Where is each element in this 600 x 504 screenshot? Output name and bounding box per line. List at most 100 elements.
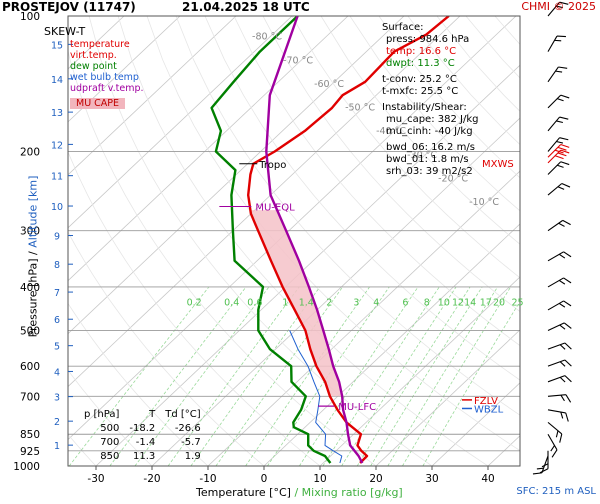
altitude-tick-label: 15 [51, 40, 63, 51]
wind-barb-flag [555, 70, 563, 73]
legend-item-wet-bulb: wet bulb temp [70, 72, 139, 83]
wind-barb-staff [547, 149, 562, 164]
wind-barb-flag [558, 279, 566, 285]
surface-temp: temp: 16.6 °C [386, 46, 457, 57]
altitude-tick-label: 11 [51, 172, 63, 183]
wind-barb-staff [547, 219, 564, 232]
legend-item-temperature: temperature [70, 39, 130, 50]
wind-barb [547, 66, 568, 83]
x-tick-label: -30 [87, 473, 104, 485]
wind-barb-flag [561, 182, 571, 188]
mixing-ratio-label: 14 [464, 298, 476, 309]
wind-barb-staff [547, 116, 560, 132]
altitude-tick-label: 2 [54, 417, 60, 428]
station-title: PROSTEJOV (11747) [2, 0, 136, 14]
x-tick-label: 20 [369, 473, 382, 485]
isotherm-label: -30 °C [407, 150, 437, 161]
isotherm-line [95, 64, 520, 466]
wind-barb-flag [559, 361, 566, 367]
dry-adiabat [233, 16, 520, 347]
mxws-label: MXWS [482, 159, 514, 170]
dry-adiabat [553, 16, 600, 466]
wind-barb-staff [547, 277, 564, 288]
wind-barb-flag [558, 222, 565, 227]
wind-barb-flag [554, 149, 564, 154]
wind-barb-staff [547, 342, 566, 350]
level-table-head-t: T [149, 409, 156, 420]
x-tick-label: 30 [425, 473, 438, 485]
wind-barb-flag [558, 253, 566, 259]
instability-mucape: mu_cape: 382 J/kg [386, 114, 479, 125]
wind-barb-staff [547, 421, 563, 435]
wind-barb-staff [547, 433, 558, 451]
wind-barb-flag [564, 342, 572, 350]
surface-press: press: 984.6 hPa [386, 34, 470, 45]
altitude-tick-label: 12 [51, 140, 63, 151]
source-credit: CHMI © 2025 [521, 0, 596, 13]
wind-barb [547, 251, 572, 262]
wind-barb-staff [547, 144, 562, 158]
level-table-cell: 700 [100, 437, 120, 448]
mixing-ratio-label: 17 [480, 298, 492, 309]
instability-bwd06: bwd_06: 16.2 m/s [386, 142, 475, 153]
x-tick-label: -10 [199, 473, 216, 485]
level-table: p [hPa] T Td [°C] 500 -18.2 -26.6 700 -1… [78, 407, 207, 465]
level-table-row: 850 11.3 1.9 [80, 451, 205, 463]
wind-barb-staff [547, 300, 564, 311]
surface-elevation-note: SFC: 215 m ASL [516, 486, 596, 497]
pressure-tick-label: 850 [20, 429, 40, 441]
wind-barb-flag [557, 164, 564, 168]
mixing-ratio-line [402, 286, 512, 466]
wind-barb-flag [558, 302, 566, 308]
legend: SKEW-T temperature virt.temp. dew point … [44, 26, 144, 109]
y-axis-title-alt: Altitude [km] [26, 175, 40, 248]
isotherm-line [263, 223, 520, 466]
isotherm-line [68, 16, 405, 335]
y-axis-title: Pressure [hPa] / Altitude [km] [26, 176, 39, 338]
level-table-row: 700 -1.4 -5.7 [80, 437, 205, 449]
x-axis-title-temp: Temperature [°C] [196, 486, 291, 499]
altitude-tick-label: 10 [51, 202, 63, 213]
instability-panel: Instability/Shear: mu_cape: 382 J/kg mu_… [382, 102, 478, 178]
wind-barb [547, 421, 563, 443]
wind-barb-flag [556, 35, 566, 38]
wind-barb-flag [559, 376, 566, 383]
wind-barb-flag [556, 120, 564, 124]
altitude-tick-label: 7 [54, 288, 60, 299]
wind-barb [547, 94, 570, 109]
isotherm-line [487, 435, 520, 466]
surface-tmxfc: t-mxfc: 25.5 °C [382, 86, 459, 97]
level-table-cell: -18.2 [129, 423, 156, 434]
wind-barb-staff [547, 409, 566, 414]
instability-mucinh: mu_cinh: -40 J/kg [386, 126, 473, 137]
x-axis-title-mix: Mixing ratio [g/kg] [301, 486, 403, 499]
wind-barb-flag [551, 449, 558, 458]
wind-barb-flag [565, 394, 572, 403]
wind-barb-flag [563, 251, 572, 258]
wind-barb-flag [557, 98, 564, 102]
x-tick-label: 0 [261, 473, 268, 485]
mixing-ratio-label: 0.2 [187, 298, 202, 309]
wind-barb-flag [559, 1, 569, 5]
instability-bwd01: bwd_01: 1.8 m/s [386, 154, 469, 165]
isotherm-line [431, 382, 520, 466]
wind-barb-staff [547, 359, 566, 367]
wind-barb-flag [560, 161, 570, 166]
wind-barb-staff [547, 183, 563, 196]
wind-barb-flag [560, 394, 565, 402]
wind-barb [547, 409, 569, 422]
mixing-ratio-label: 12 [452, 298, 464, 309]
wind-barb-flag [563, 322, 572, 329]
isotherm-label: -20 °C [438, 173, 468, 184]
surface-title: Surface: [382, 22, 424, 33]
isotherm-line [68, 16, 349, 282]
wind-barb-staff [547, 94, 562, 109]
altitude-tick-label: 14 [51, 75, 63, 86]
wind-barb-flag [539, 468, 549, 474]
mu-cape-tag: MU CAPE [70, 98, 126, 109]
legend-item-updraft: udpraft v.temp. [70, 83, 144, 94]
altitude-tick-label: 9 [54, 232, 60, 243]
level-table-cell: -26.6 [174, 423, 201, 434]
pressure-tick-label: 1000 [13, 461, 40, 473]
